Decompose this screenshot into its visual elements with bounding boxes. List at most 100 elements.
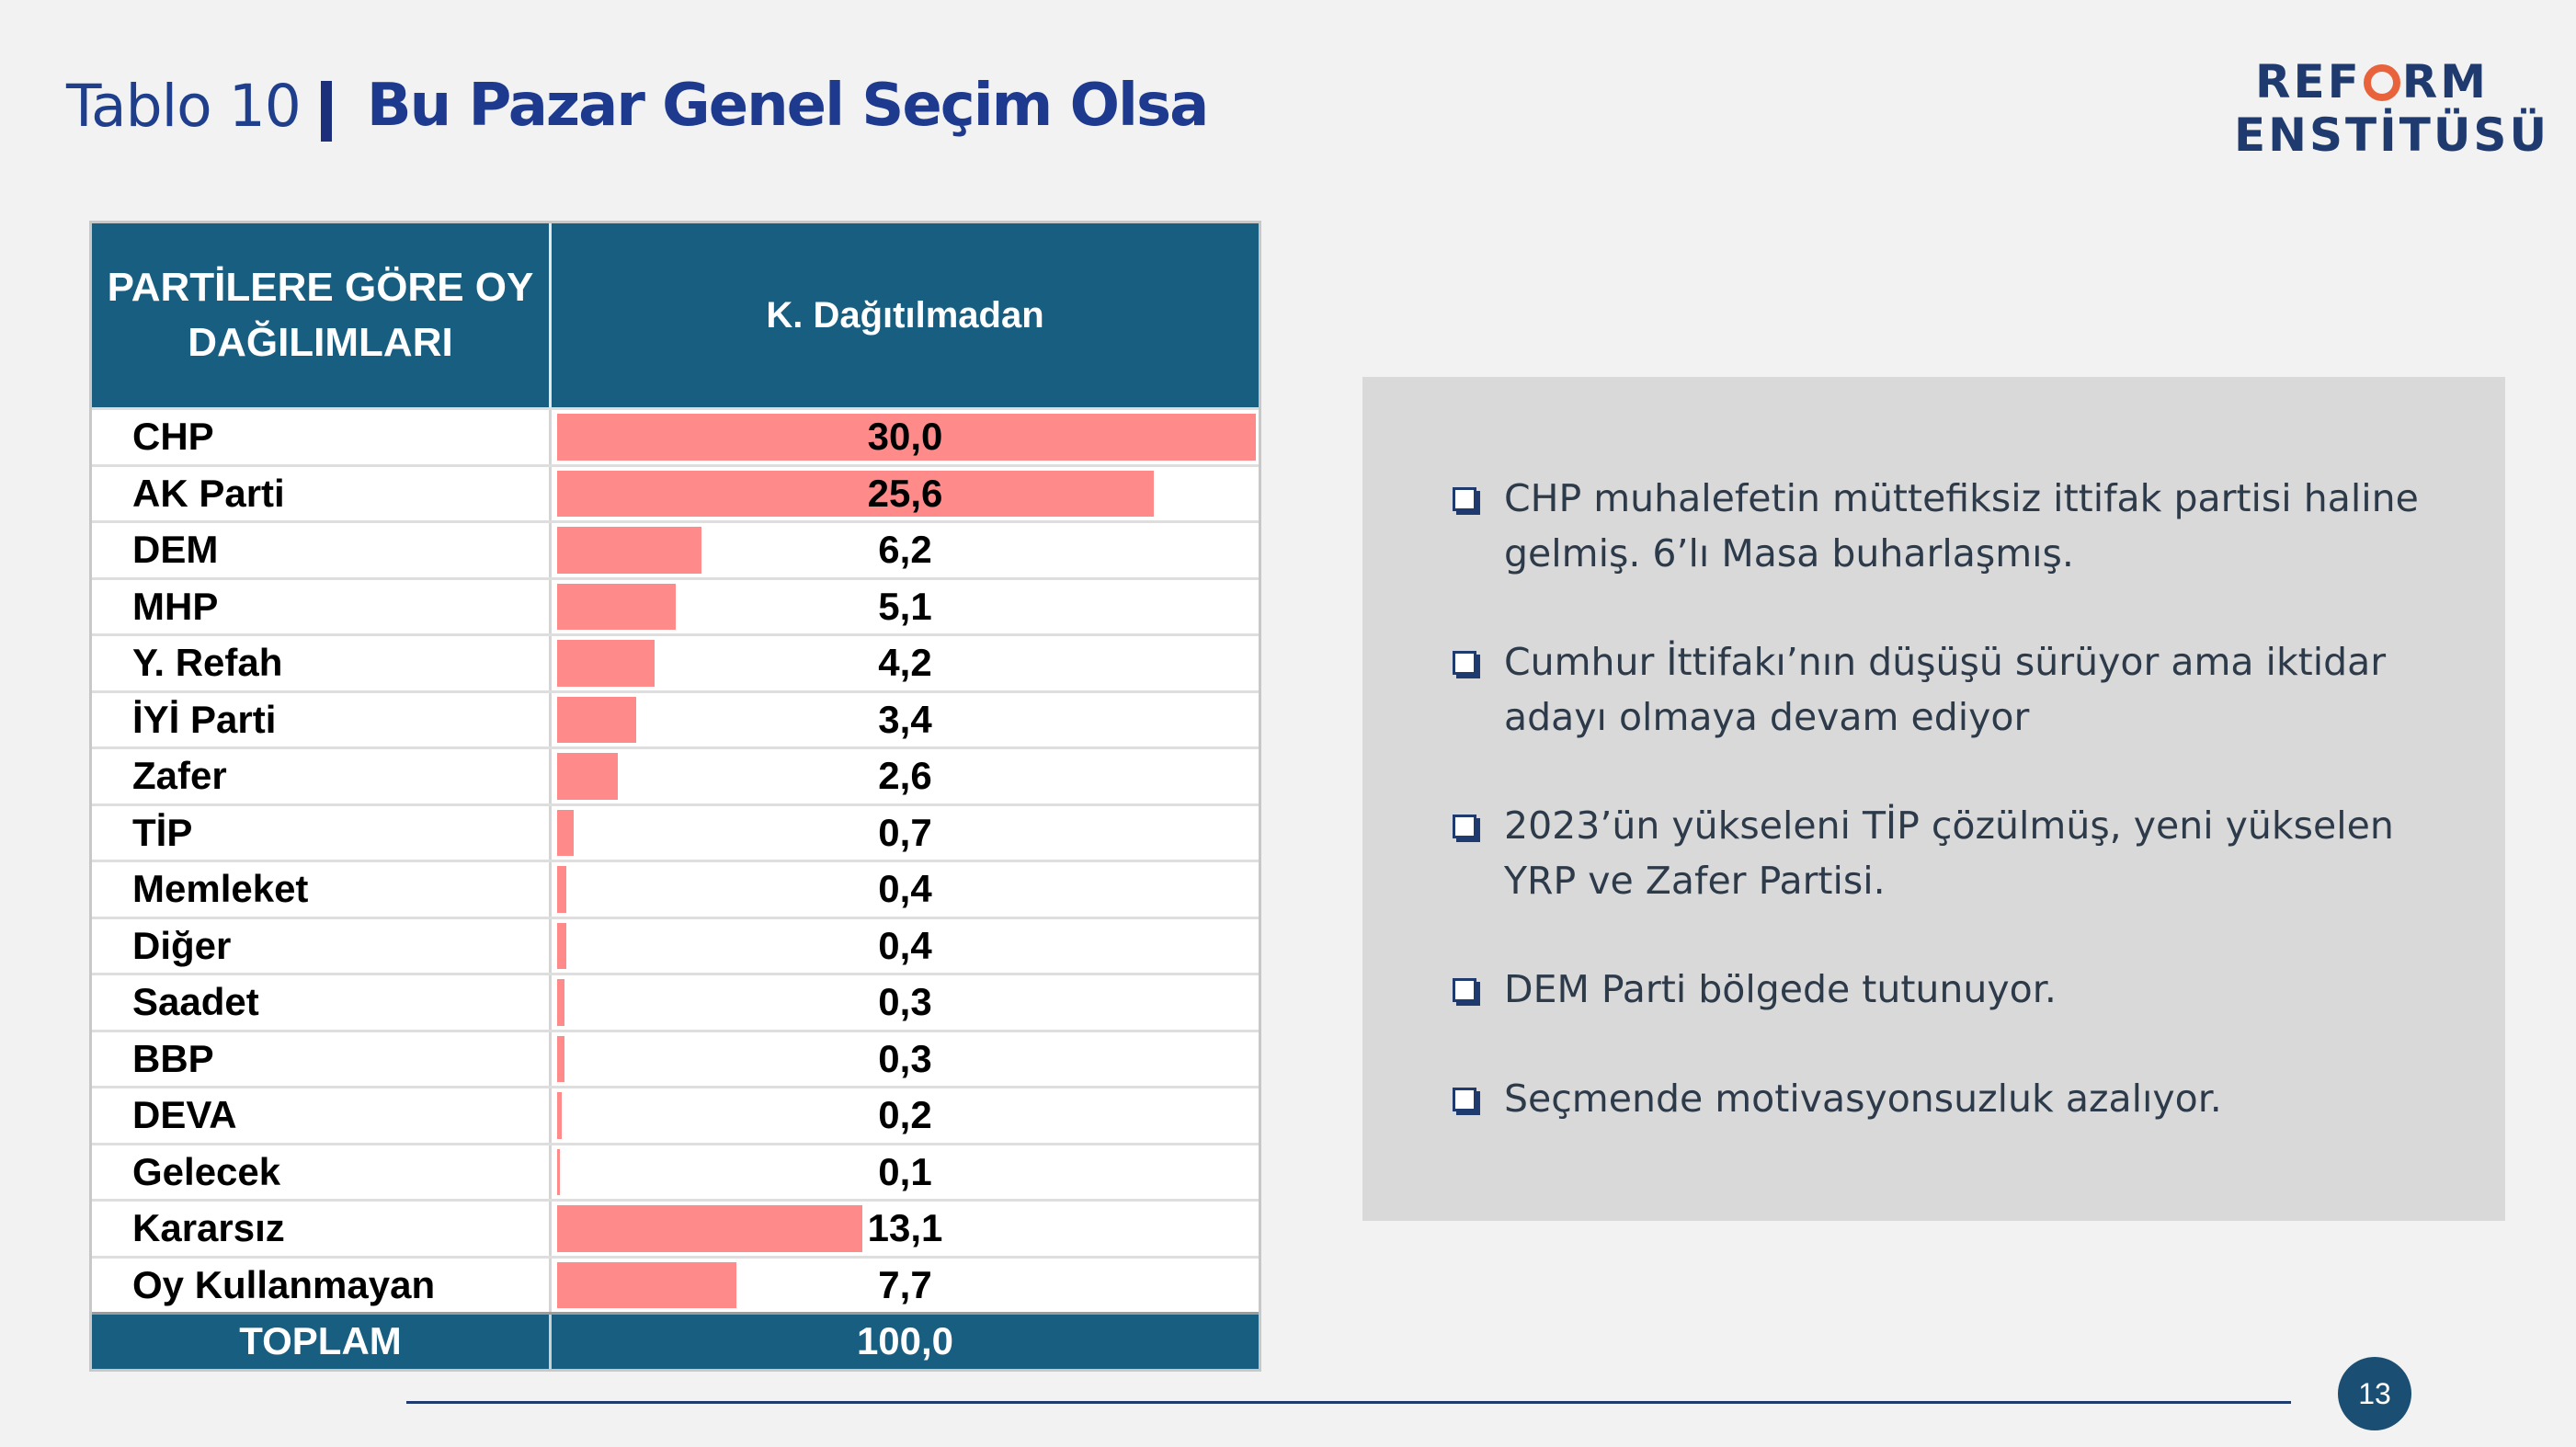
table-row: DEM 6,2: [92, 520, 1259, 577]
logo-text-b: RM: [2401, 55, 2490, 108]
value-cell: 7,7: [552, 1259, 1259, 1313]
logo-line-1: REF RM: [2234, 55, 2510, 108]
party-name: Diğer: [92, 918, 552, 973]
value-bar: [557, 527, 702, 574]
note-item: Cumhur İttifakı’nın düşüşü sürüyor ama i…: [1453, 634, 2473, 745]
party-name: TİP: [92, 805, 552, 860]
value-label: 7,7: [878, 1262, 932, 1306]
table-row: Zafer 2,6: [92, 746, 1259, 803]
value-bar: [557, 866, 567, 913]
value-cell: 0,3: [552, 1032, 1259, 1087]
value-label: 25,6: [867, 471, 943, 515]
value-cell: 0,3: [552, 975, 1259, 1030]
logo-line-2: ENSTİTÜSÜ: [2234, 108, 2550, 162]
value-label: 5,1: [878, 584, 932, 628]
value-bar: [557, 583, 677, 630]
value-cell: 5,1: [552, 580, 1259, 634]
value-cell: 2,6: [552, 749, 1259, 803]
vote-table: PARTİLERE GÖRE OY DAĞILIMLARI K. Dağıtıl…: [89, 221, 1261, 1372]
notes-panel: CHP muhalefetin müttefiksiz ittifak part…: [1362, 377, 2505, 1221]
value-cell: 0,2: [552, 1088, 1259, 1143]
party-name: BBP: [92, 1031, 552, 1086]
note-item: DEM Parti bölgede tutunuyor.: [1453, 962, 2473, 1017]
table-row: İYİ Parti 3,4: [92, 689, 1259, 747]
checkbox-bullet-icon: [1453, 978, 1476, 1002]
value-cell: 25,6: [552, 467, 1259, 521]
value-label: 0,3: [878, 1036, 932, 1080]
value-label: 0,7: [878, 810, 932, 854]
total-value: 100,0: [856, 1319, 954, 1363]
note-text: DEM Parti bölgede tutunuyor.: [1504, 967, 2057, 1011]
page-title: Tablo 10 Bu Pazar Genel Seçim Olsa: [66, 64, 1209, 147]
table-row: Kararsız 13,1: [92, 1199, 1259, 1256]
value-cell: 0,1: [552, 1145, 1259, 1200]
table-header: PARTİLERE GÖRE OY DAĞILIMLARI K. Dağıtıl…: [92, 223, 1259, 407]
value-bar: [557, 809, 574, 856]
table-row: CHP 30,0: [92, 407, 1259, 464]
table-row: Y. Refah 4,2: [92, 633, 1259, 690]
value-label: 6,2: [878, 528, 932, 572]
checkbox-bullet-icon: [1453, 1088, 1476, 1111]
value-label: 13,1: [867, 1206, 943, 1250]
value-label: 3,4: [878, 697, 932, 741]
header-party: PARTİLERE GÖRE OY DAĞILIMLARI: [92, 223, 552, 407]
value-bar: [557, 696, 637, 743]
value-cell: 6,2: [552, 523, 1259, 577]
footer-divider: [406, 1401, 2291, 1404]
note-item: CHP muhalefetin müttefiksiz ittifak part…: [1453, 471, 2473, 581]
title-text: Bu Pazar Genel Seçim Olsa: [366, 72, 1209, 140]
party-name: MHP: [92, 579, 552, 633]
table-row: Diğer 0,4: [92, 916, 1259, 974]
value-bar: [557, 1261, 737, 1308]
value-cell: 0,7: [552, 806, 1259, 860]
table-row: Saadet 0,3: [92, 973, 1259, 1030]
note-item: 2023’ün yükseleni TİP çözülmüş, yeni yük…: [1453, 798, 2473, 908]
party-name: Gelecek: [92, 1145, 552, 1199]
value-cell: 3,4: [552, 693, 1259, 747]
table-row: Gelecek 0,1: [92, 1142, 1259, 1200]
value-bar: [557, 470, 1154, 517]
party-name: CHP: [92, 410, 552, 464]
party-name: Saadet: [92, 975, 552, 1030]
value-label: 2,6: [878, 754, 932, 798]
total-label: TOPLAM: [92, 1315, 552, 1369]
value-label: 0,3: [878, 980, 932, 1024]
table-row: TİP 0,7: [92, 803, 1259, 860]
party-name: Zafer: [92, 749, 552, 803]
party-name: Memleket: [92, 862, 552, 917]
header-value: K. Dağıtılmadan: [766, 294, 1044, 336]
value-bar: [557, 922, 567, 969]
value-cell: 30,0: [552, 410, 1259, 464]
value-bar: [557, 1148, 560, 1195]
value-bar: [557, 640, 655, 687]
value-label: 0,4: [878, 923, 932, 967]
note-text: Cumhur İttifakı’nın düşüşü sürüyor ama i…: [1504, 640, 2387, 739]
value-label: 0,2: [878, 1093, 932, 1137]
value-bar: [557, 753, 618, 800]
party-name: Kararsız: [92, 1202, 552, 1256]
value-cell: 0,4: [552, 919, 1259, 974]
value-label: 0,4: [878, 867, 932, 911]
value-bar: [557, 1205, 862, 1252]
value-label: 0,1: [878, 1149, 932, 1193]
table-row: Oy Kullanmayan 7,7: [92, 1255, 1259, 1313]
table-row: MHP 5,1: [92, 576, 1259, 634]
value-bar: [557, 979, 564, 1026]
note-text: 2023’ün yükseleni TİP çözülmüş, yeni yük…: [1504, 803, 2394, 903]
note-text: Seçmende motivasyonsuzluk azalıyor.: [1504, 1077, 2222, 1121]
logo-ring-icon: [2363, 64, 2400, 101]
party-name: DEVA: [92, 1088, 552, 1143]
value-bar: [557, 1035, 564, 1082]
checkbox-bullet-icon: [1453, 651, 1476, 675]
value-bar: [557, 1092, 563, 1139]
checkbox-bullet-icon: [1453, 815, 1476, 838]
total-row: TOPLAM 100,0: [92, 1312, 1259, 1369]
table-body: CHP 30,0 AK Parti 25,6 DEM 6,2 MHP 5,1 Y. Refah 4…: [92, 407, 1259, 1312]
party-name: Y. Refah: [92, 636, 552, 690]
party-name: AK Parti: [92, 466, 552, 520]
table-row: DEVA 0,2: [92, 1086, 1259, 1143]
title-separator: [320, 81, 332, 142]
note-text: CHP muhalefetin müttefiksiz ittifak part…: [1504, 476, 2419, 575]
value-cell: 0,4: [552, 862, 1259, 917]
total-cell: 100,0: [552, 1315, 1259, 1369]
